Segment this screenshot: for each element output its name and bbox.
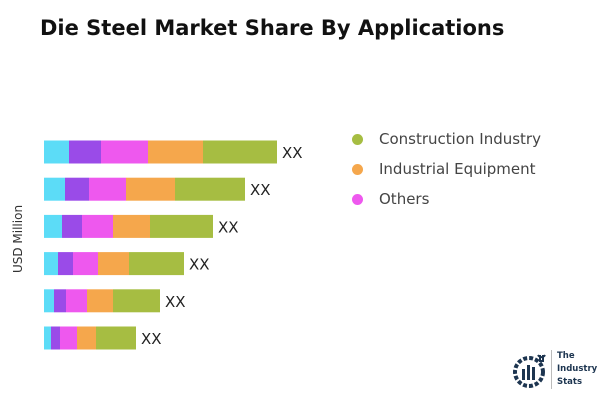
legend-label: Others [379, 190, 430, 208]
legend-swatch [352, 133, 363, 145]
bar-segment [44, 289, 54, 313]
bar-segment [65, 177, 89, 201]
logo: The Industry Stats [512, 350, 597, 389]
bar-segment [58, 252, 73, 276]
chart-title: Die Steel Market Share By Applications [40, 16, 505, 40]
bar-chart: XX XX XX XX XX XX [44, 140, 303, 350]
data-label: XX [141, 330, 162, 348]
bar-segment [87, 289, 113, 313]
bar-segment [175, 177, 245, 201]
bar-segment [60, 326, 77, 350]
data-label: XX [218, 218, 239, 236]
bar-group [44, 140, 277, 164]
bar-segment [126, 177, 175, 201]
data-label: XX [189, 256, 210, 274]
bar-segment [98, 252, 129, 276]
bar-segment [69, 140, 101, 164]
bar-segment [113, 289, 160, 313]
legend-label: Industrial Equipment [379, 160, 536, 178]
bar-group [44, 326, 136, 350]
bar-segment [44, 177, 65, 201]
legend-swatch [352, 163, 363, 175]
bar-group [44, 177, 245, 201]
bar-segment [44, 214, 62, 238]
legend-label: Construction Industry [379, 130, 541, 148]
bar-segment [129, 252, 184, 276]
logo-text-line: Industry [557, 364, 598, 374]
legend-item-construction: Construction Industry [352, 130, 541, 148]
bar-segment [62, 214, 82, 238]
bar-segment [96, 326, 136, 350]
logo-text-line: The [557, 351, 575, 361]
bar-segment [54, 289, 66, 313]
bar-segment [101, 140, 148, 164]
logo-text-line: Stats [557, 377, 583, 387]
legend-swatch [352, 193, 363, 205]
bar-group [44, 214, 213, 238]
bar-segment [44, 140, 69, 164]
legend-item-others: Others [352, 190, 429, 208]
bar-segment [148, 140, 203, 164]
bar-segment [66, 289, 87, 313]
bar-segment [150, 214, 213, 238]
bar-segment [73, 252, 98, 276]
bar-segment [44, 326, 51, 350]
bar-group [44, 289, 160, 313]
legend-item-industrial: Industrial Equipment [352, 160, 536, 178]
bar-segment [44, 252, 58, 276]
bar-segment [82, 214, 113, 238]
gear-wrench-icon [513, 353, 546, 388]
data-label: XX [282, 144, 303, 162]
bar-group [44, 252, 184, 276]
data-label: XX [165, 293, 186, 311]
bar-segment [89, 177, 126, 201]
bar-segment [51, 326, 60, 350]
bar-segment [203, 140, 277, 164]
bar-segment [113, 214, 150, 238]
data-label: XX [250, 181, 271, 199]
bar-segment [77, 326, 96, 350]
